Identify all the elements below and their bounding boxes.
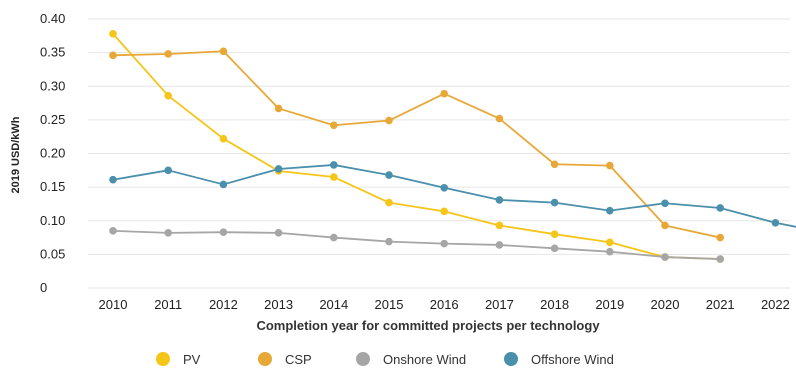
data-point-pv [164, 91, 172, 100]
data-point-csp [661, 221, 669, 230]
data-point-onshore-wind [606, 247, 614, 256]
series-layer [109, 29, 796, 263]
data-point-offshore-wind [440, 183, 449, 192]
x-tick-label: 2022 [761, 297, 790, 312]
y-tick-label: 0.15 [40, 179, 65, 194]
series-line-pv [112, 33, 721, 260]
data-point-onshore-wind [330, 233, 338, 242]
data-point-csp [440, 89, 449, 98]
legend-item-onshore-wind: Onshore Wind [356, 352, 466, 367]
data-point-onshore-wind [274, 229, 283, 237]
data-point-onshore-wind [109, 227, 117, 235]
x-tick-label: 2012 [209, 297, 238, 312]
data-point-offshore-wind [164, 166, 172, 175]
y-tick-label: 0.25 [40, 112, 65, 127]
y-tick-label: 0.05 [40, 246, 65, 261]
data-point-offshore-wind [771, 218, 780, 227]
x-tick-label: 2014 [319, 297, 348, 312]
legend-label: Offshore Wind [531, 352, 614, 367]
data-point-offshore-wind [385, 171, 393, 179]
legend-label: PV [183, 352, 201, 367]
x-axis-label: Completion year for committed projects p… [256, 318, 600, 333]
y-axis-ticks: 0 0.05 0.10 0.15 0.20 0.25 0.30 0.35 0.40 [40, 11, 65, 295]
data-point-onshore-wind [495, 241, 504, 249]
y-axis-label: 2019 USD/kWh [10, 116, 22, 193]
x-tick-label: 2017 [485, 297, 514, 312]
y-tick-label: 0.30 [40, 78, 65, 93]
data-point-onshore-wind [385, 237, 393, 246]
series-line-offshore-wind [112, 164, 796, 228]
data-point-csp [274, 104, 283, 113]
data-point-csp [716, 233, 724, 242]
data-point-onshore-wind [219, 228, 228, 236]
data-point-csp [330, 121, 338, 130]
x-tick-label: 2018 [540, 297, 569, 312]
series-pv [109, 29, 724, 263]
data-point-pv [495, 221, 504, 230]
legend-item-pv: PV [156, 352, 201, 367]
series-offshore-wind [109, 161, 796, 228]
y-tick-label: 0.35 [40, 45, 65, 60]
y-tick-label: 0.20 [40, 146, 65, 161]
x-tick-label: 2016 [430, 297, 459, 312]
data-point-offshore-wind [330, 161, 338, 169]
data-point-offshore-wind [716, 204, 724, 212]
legend-swatch [258, 352, 272, 366]
data-point-offshore-wind [550, 198, 559, 207]
series-line-csp [112, 50, 721, 239]
legend-label: CSP [285, 352, 312, 367]
legend-item-offshore-wind: Offshore Wind [504, 352, 614, 367]
x-tick-label: 2015 [375, 297, 404, 312]
y-tick-label: 0.10 [40, 213, 65, 228]
series-line-onshore-wind [112, 229, 721, 260]
data-point-pv [330, 173, 338, 181]
series-onshore-wind [109, 227, 724, 263]
data-point-onshore-wind [661, 253, 669, 261]
data-point-pv [109, 29, 117, 38]
x-axis-ticks: 2010 2011 2012 2013 2014 2015 2016 2017 2018 2019… [99, 297, 790, 312]
data-point-onshore-wind [716, 255, 724, 263]
x-tick-label: 2013 [264, 297, 293, 312]
legend-label: Onshore Wind [383, 352, 466, 367]
y-tick-label: 0 [40, 280, 47, 295]
series-csp [109, 47, 724, 242]
x-tick-label: 2019 [595, 297, 624, 312]
data-point-offshore-wind [661, 199, 669, 208]
data-point-csp [495, 114, 504, 123]
data-point-pv [550, 230, 559, 238]
data-point-pv [606, 238, 614, 247]
x-tick-label: 2020 [651, 297, 680, 312]
data-point-pv [385, 198, 393, 207]
data-point-csp [164, 50, 172, 58]
data-point-offshore-wind [606, 206, 614, 215]
data-point-offshore-wind [219, 180, 228, 189]
legend-swatch [504, 352, 518, 366]
x-tick-label: 2010 [99, 297, 128, 312]
x-tick-label: 2021 [706, 297, 735, 312]
y-tick-label: 0.40 [40, 11, 65, 26]
legend-item-csp: CSP [258, 352, 312, 367]
legend-swatch [156, 352, 170, 366]
data-point-csp [385, 116, 393, 125]
data-point-csp [606, 161, 614, 170]
data-point-offshore-wind [109, 175, 117, 184]
data-point-csp [219, 47, 228, 56]
data-point-offshore-wind [495, 196, 504, 204]
data-point-csp [109, 51, 117, 60]
data-point-onshore-wind [164, 229, 172, 237]
gridlines [88, 18, 790, 289]
data-point-onshore-wind [440, 239, 449, 248]
data-point-csp [550, 160, 559, 169]
data-point-onshore-wind [550, 244, 559, 253]
data-point-pv [219, 134, 228, 143]
data-point-offshore-wind [274, 165, 283, 173]
legend-swatch [356, 352, 370, 366]
x-tick-label: 2011 [154, 297, 182, 312]
data-point-pv [440, 207, 449, 216]
legend: PV CSP Onshore Wind Offshore Wind [156, 352, 614, 367]
